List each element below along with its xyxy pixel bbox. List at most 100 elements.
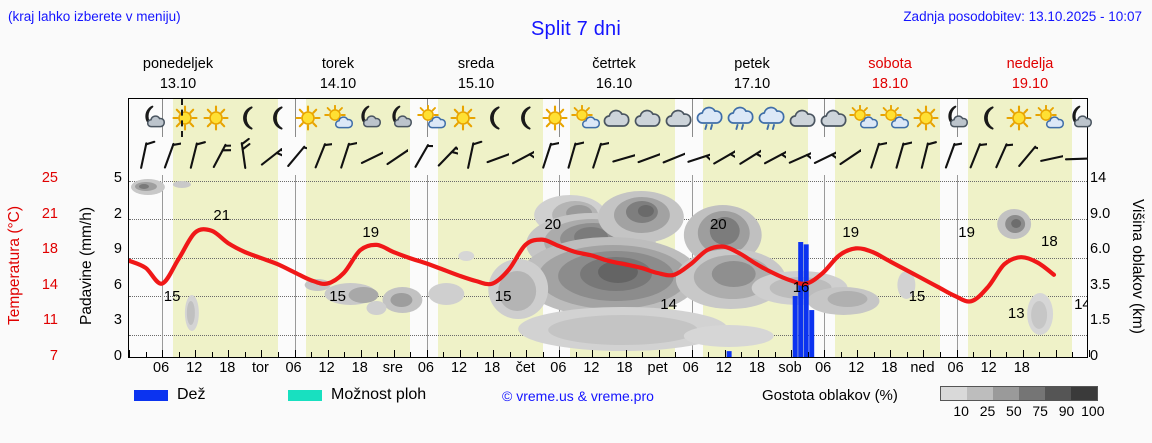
- weather-icon-sun: [169, 99, 201, 137]
- wind-barb: [911, 137, 937, 175]
- x-axis-label: čet: [515, 360, 535, 376]
- day-header-petek: petek 17.10: [682, 54, 822, 94]
- day-name: petek: [734, 56, 770, 72]
- wind-barb: [281, 137, 307, 175]
- wind-barb: [936, 137, 963, 175]
- axis-tick-label: 11: [42, 312, 58, 329]
- precipitation-axis-ticks: 5 2 9 6 3 0: [96, 98, 122, 364]
- chart-band: 15 21 15 19 15 20 14 20 16 19 15 19 13 18 14: [129, 175, 1087, 357]
- x-tick: [377, 352, 379, 357]
- x-tick: [940, 352, 942, 357]
- location-hint[interactable]: (kraj lahko izberete v meniju): [8, 9, 181, 24]
- x-tick: [178, 352, 180, 357]
- wind-barb: [886, 137, 912, 175]
- x-axis-label: 06: [815, 360, 832, 376]
- axis-tick-label: 0: [113, 348, 122, 364]
- wind-barb: [306, 137, 333, 175]
- cloud-density-tick: 90: [1058, 403, 1075, 419]
- x-tick: [973, 352, 975, 357]
- x-tick: [443, 352, 445, 357]
- temperature-value-label: 18: [1041, 233, 1058, 251]
- wind-barb: [835, 137, 862, 175]
- x-tick: [675, 352, 677, 357]
- gridline-vertical: [956, 175, 958, 357]
- x-tick: [559, 350, 561, 357]
- wind-barb: [810, 137, 837, 175]
- weather-icon-sun: [1003, 99, 1035, 137]
- cloudheight-axis-ticks: 14 9.0 6.0 3.5 1.5 0: [1090, 98, 1124, 364]
- rain-bars-layer: [726, 242, 815, 357]
- weather-icon-moon: [509, 99, 541, 137]
- wind-barb: [533, 137, 559, 175]
- day-separator: [691, 99, 693, 137]
- day-header-sobota: sobota 18.10: [820, 54, 960, 94]
- wind-barb: [609, 137, 635, 175]
- x-tick: [724, 350, 726, 357]
- gridline-horizontal: [129, 180, 1087, 182]
- x-tick: [228, 350, 230, 357]
- weather-icon-moon: [261, 99, 293, 137]
- x-tick: [277, 352, 279, 357]
- x-axis-ticks: [129, 350, 1090, 357]
- daylight-shade: [835, 175, 941, 357]
- temperature-value-label: 13: [1007, 305, 1025, 323]
- gridline-vertical: [824, 175, 826, 357]
- weather-icon-sun-cloud: [323, 99, 355, 137]
- cloud-density-tick: 25: [979, 403, 996, 419]
- x-tick: [542, 352, 544, 357]
- wind-barb: [659, 137, 685, 175]
- legend-label-showers: Možnost ploh: [331, 386, 427, 403]
- daylight-shade: [305, 175, 411, 357]
- x-tick: [195, 350, 197, 357]
- page-title: Split 7 dni: [530, 18, 622, 40]
- day-date: 14.10: [319, 76, 357, 92]
- x-tick: [493, 350, 495, 357]
- weather-icon-sun-cloud: [848, 99, 880, 137]
- x-tick: [757, 350, 759, 357]
- x-tick: [1055, 350, 1057, 357]
- weather-icon-sun: [539, 99, 571, 137]
- x-tick: [244, 352, 246, 357]
- wind-barb: [1037, 137, 1063, 175]
- cloud-density-ticks: 10 25 50 75 90 100: [934, 403, 1110, 421]
- x-axis-label: 18: [881, 360, 898, 376]
- x-tick: [1022, 350, 1024, 357]
- axis-tick-label: 18: [41, 241, 58, 258]
- x-tick: [426, 350, 428, 357]
- x-tick: [807, 352, 809, 357]
- cloud-density-tick: 50: [1006, 403, 1022, 419]
- daylight-shade: [305, 137, 411, 175]
- x-axis-label: 18: [484, 360, 501, 376]
- x-tick: [642, 352, 644, 357]
- wind-barb: [155, 137, 181, 175]
- gridline-vertical: [162, 175, 164, 357]
- weather-icon-band: [129, 99, 1092, 137]
- x-axis-label: 06: [153, 360, 170, 376]
- x-tick: [1089, 350, 1090, 357]
- day-name: sreda: [457, 56, 495, 72]
- wind-barb: [205, 137, 232, 175]
- x-axis-label: 18: [351, 360, 368, 376]
- cloud-density-step: [941, 387, 967, 400]
- wind-barb: [508, 137, 534, 175]
- axis-tick-label: 14: [41, 276, 58, 293]
- wind-barb: [634, 137, 660, 175]
- wind-barb: [130, 137, 156, 175]
- x-tick: [145, 352, 147, 357]
- x-tick: [923, 350, 925, 357]
- credit-link[interactable]: © vreme.us & vreme.pro: [502, 388, 654, 404]
- temperature-value-label: 16: [792, 278, 810, 296]
- cloud-density-step: [1071, 387, 1097, 400]
- day-date: 19.10: [1011, 76, 1049, 92]
- weather-icon-sun: [292, 99, 324, 137]
- wind-barb: [483, 137, 509, 175]
- x-tick: [1006, 352, 1008, 357]
- x-tick: [476, 352, 478, 357]
- x-axis-label: 18: [748, 360, 766, 376]
- x-tick: [691, 350, 693, 357]
- weather-icon-cloud: [632, 99, 664, 137]
- axis-tick-label: 5: [113, 170, 122, 186]
- day-date: 13.10: [159, 76, 197, 92]
- x-axis-label: 18: [219, 360, 236, 376]
